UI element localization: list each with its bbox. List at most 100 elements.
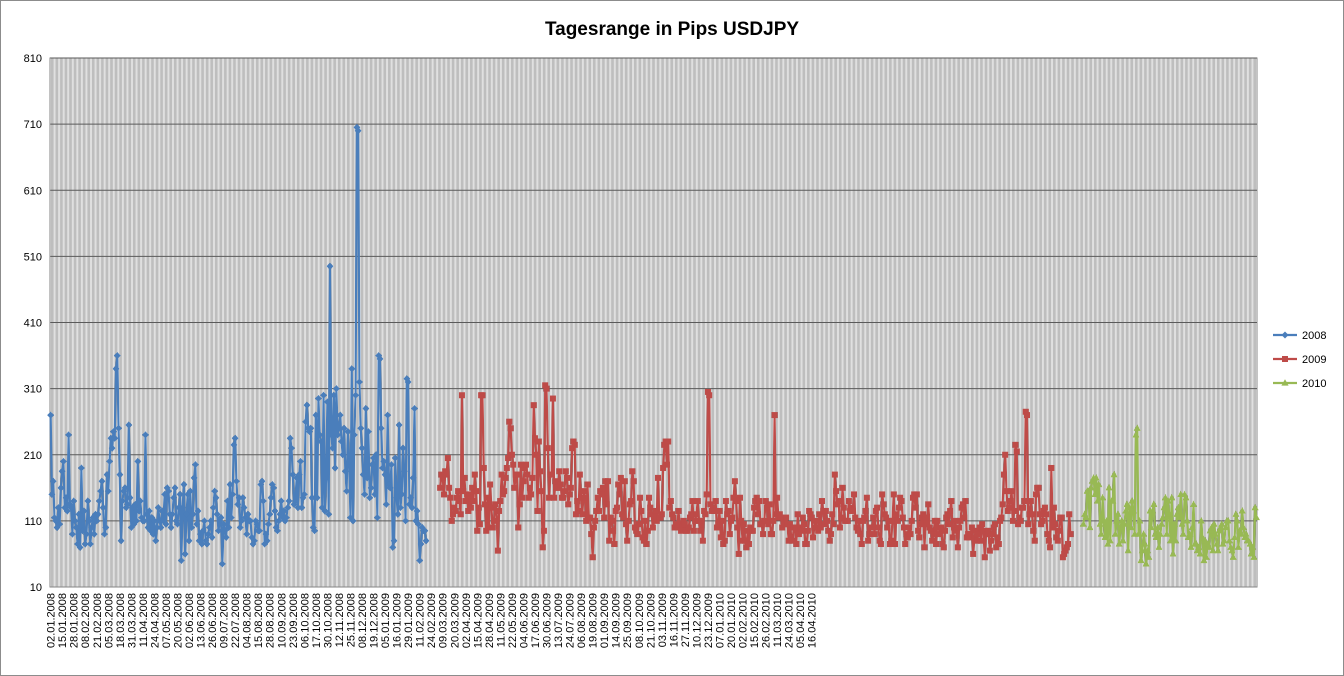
data-point-2009 (621, 478, 628, 485)
data-point-2009 (875, 524, 882, 531)
x-tick-label: 15.02.2010 (749, 593, 761, 648)
data-point-2009 (872, 507, 879, 514)
data-point-2009 (1052, 521, 1059, 528)
data-point-2009 (830, 521, 837, 528)
x-tick-label: 10.12.2009 (691, 593, 703, 648)
data-point-2010 (1145, 553, 1153, 560)
x-tick-label: 16.04.2010 (807, 593, 819, 648)
data-point-2008 (209, 504, 217, 512)
data-point-2010 (1228, 546, 1236, 554)
data-point-2009 (779, 524, 786, 531)
data-point-2008 (140, 517, 148, 525)
data-point-2008 (273, 527, 281, 535)
data-point-2009 (456, 498, 463, 505)
data-point-2008 (83, 530, 91, 538)
data-point-2009 (616, 491, 623, 498)
data-point-2009 (1044, 531, 1051, 538)
data-point-2010 (1120, 520, 1128, 527)
data-point-2008 (368, 461, 376, 469)
data-point-2008 (414, 520, 422, 528)
data-point-2009 (499, 491, 506, 498)
data-point-2008 (348, 365, 356, 373)
data-point-2009 (1008, 488, 1015, 495)
data-point-2008 (88, 523, 96, 531)
data-point-2008 (377, 424, 385, 432)
data-point-2008 (199, 527, 207, 535)
data-point-2008 (190, 474, 198, 482)
data-point-2009 (1012, 441, 1019, 448)
data-point-2009 (1049, 524, 1056, 531)
x-tick-label: 20.01.2010 (726, 593, 738, 648)
data-point-2009 (731, 478, 738, 485)
data-point-2010 (1116, 523, 1125, 531)
data-point-2009 (711, 507, 718, 514)
data-point-2009 (667, 498, 674, 505)
data-point-2009 (599, 484, 606, 491)
data-point-2009 (908, 517, 915, 524)
data-point-2009 (447, 494, 454, 501)
data-point-2010 (1101, 533, 1109, 541)
data-point-2010 (1219, 540, 1227, 547)
data-point-2008 (149, 530, 157, 538)
data-point-2008 (277, 497, 285, 505)
data-point-2008 (344, 428, 352, 436)
data-point-2010 (1239, 523, 1248, 531)
x-tick-label: 29.01.2009 (403, 593, 415, 648)
data-point-2008 (407, 494, 415, 502)
x-tick-label: 28.01.2008 (69, 593, 81, 648)
data-point-2009 (763, 504, 770, 511)
data-point-2008 (81, 540, 89, 548)
x-tick-label: 12.11.2008 (334, 593, 346, 647)
data-point-2009 (474, 527, 481, 534)
data-point-2009 (543, 385, 550, 392)
data-point-2009 (948, 498, 955, 505)
data-point-2008 (141, 431, 149, 439)
data-point-2008 (68, 530, 76, 538)
data-point-2009 (831, 471, 838, 478)
data-point-2009 (448, 517, 455, 524)
data-point-2009 (753, 494, 760, 501)
y-tick-label: 110 (24, 516, 42, 528)
data-point-2009 (529, 474, 536, 481)
data-point-2009 (453, 494, 460, 501)
data-point-2010 (1252, 513, 1260, 521)
data-point-2010 (1200, 556, 1208, 564)
data-point-2010 (1111, 530, 1120, 537)
data-point-2008 (334, 431, 342, 439)
data-point-2008 (389, 543, 397, 551)
x-tick-label: 30.06.2009 (542, 593, 554, 648)
data-point-2008 (345, 457, 353, 465)
data-point-2009 (839, 484, 846, 491)
data-point-2009 (571, 441, 578, 448)
data-point-2009 (813, 524, 820, 531)
data-point-2010 (1134, 530, 1143, 537)
data-point-2010 (1169, 550, 1177, 557)
data-point-2009 (490, 517, 497, 524)
data-point-2008 (393, 494, 401, 502)
data-point-2009 (722, 498, 729, 505)
data-point-2009 (484, 494, 491, 501)
data-point-2008 (76, 543, 84, 551)
data-point-2009 (510, 461, 517, 468)
data-point-2009 (734, 524, 741, 531)
data-point-2010 (1195, 543, 1203, 550)
data-point-2009 (699, 537, 706, 544)
data-point-2009 (1022, 408, 1029, 415)
data-point-2009 (1016, 514, 1023, 521)
data-point-2009 (635, 521, 642, 528)
data-point-2008 (395, 421, 403, 429)
data-point-2008 (194, 507, 202, 515)
data-point-2009 (694, 498, 701, 505)
data-point-2008 (189, 510, 197, 518)
data-point-2009 (995, 541, 1002, 548)
data-point-2009 (912, 504, 919, 511)
data-point-2009 (438, 471, 445, 478)
data-point-2008 (247, 517, 255, 525)
data-point-2009 (838, 514, 845, 521)
data-point-2009 (853, 524, 860, 531)
data-point-2009 (777, 514, 784, 521)
x-tick-label: 16.01.2009 (392, 593, 404, 648)
data-point-2008 (77, 464, 85, 472)
data-point-2009 (898, 498, 905, 505)
data-point-2010 (1152, 533, 1161, 541)
